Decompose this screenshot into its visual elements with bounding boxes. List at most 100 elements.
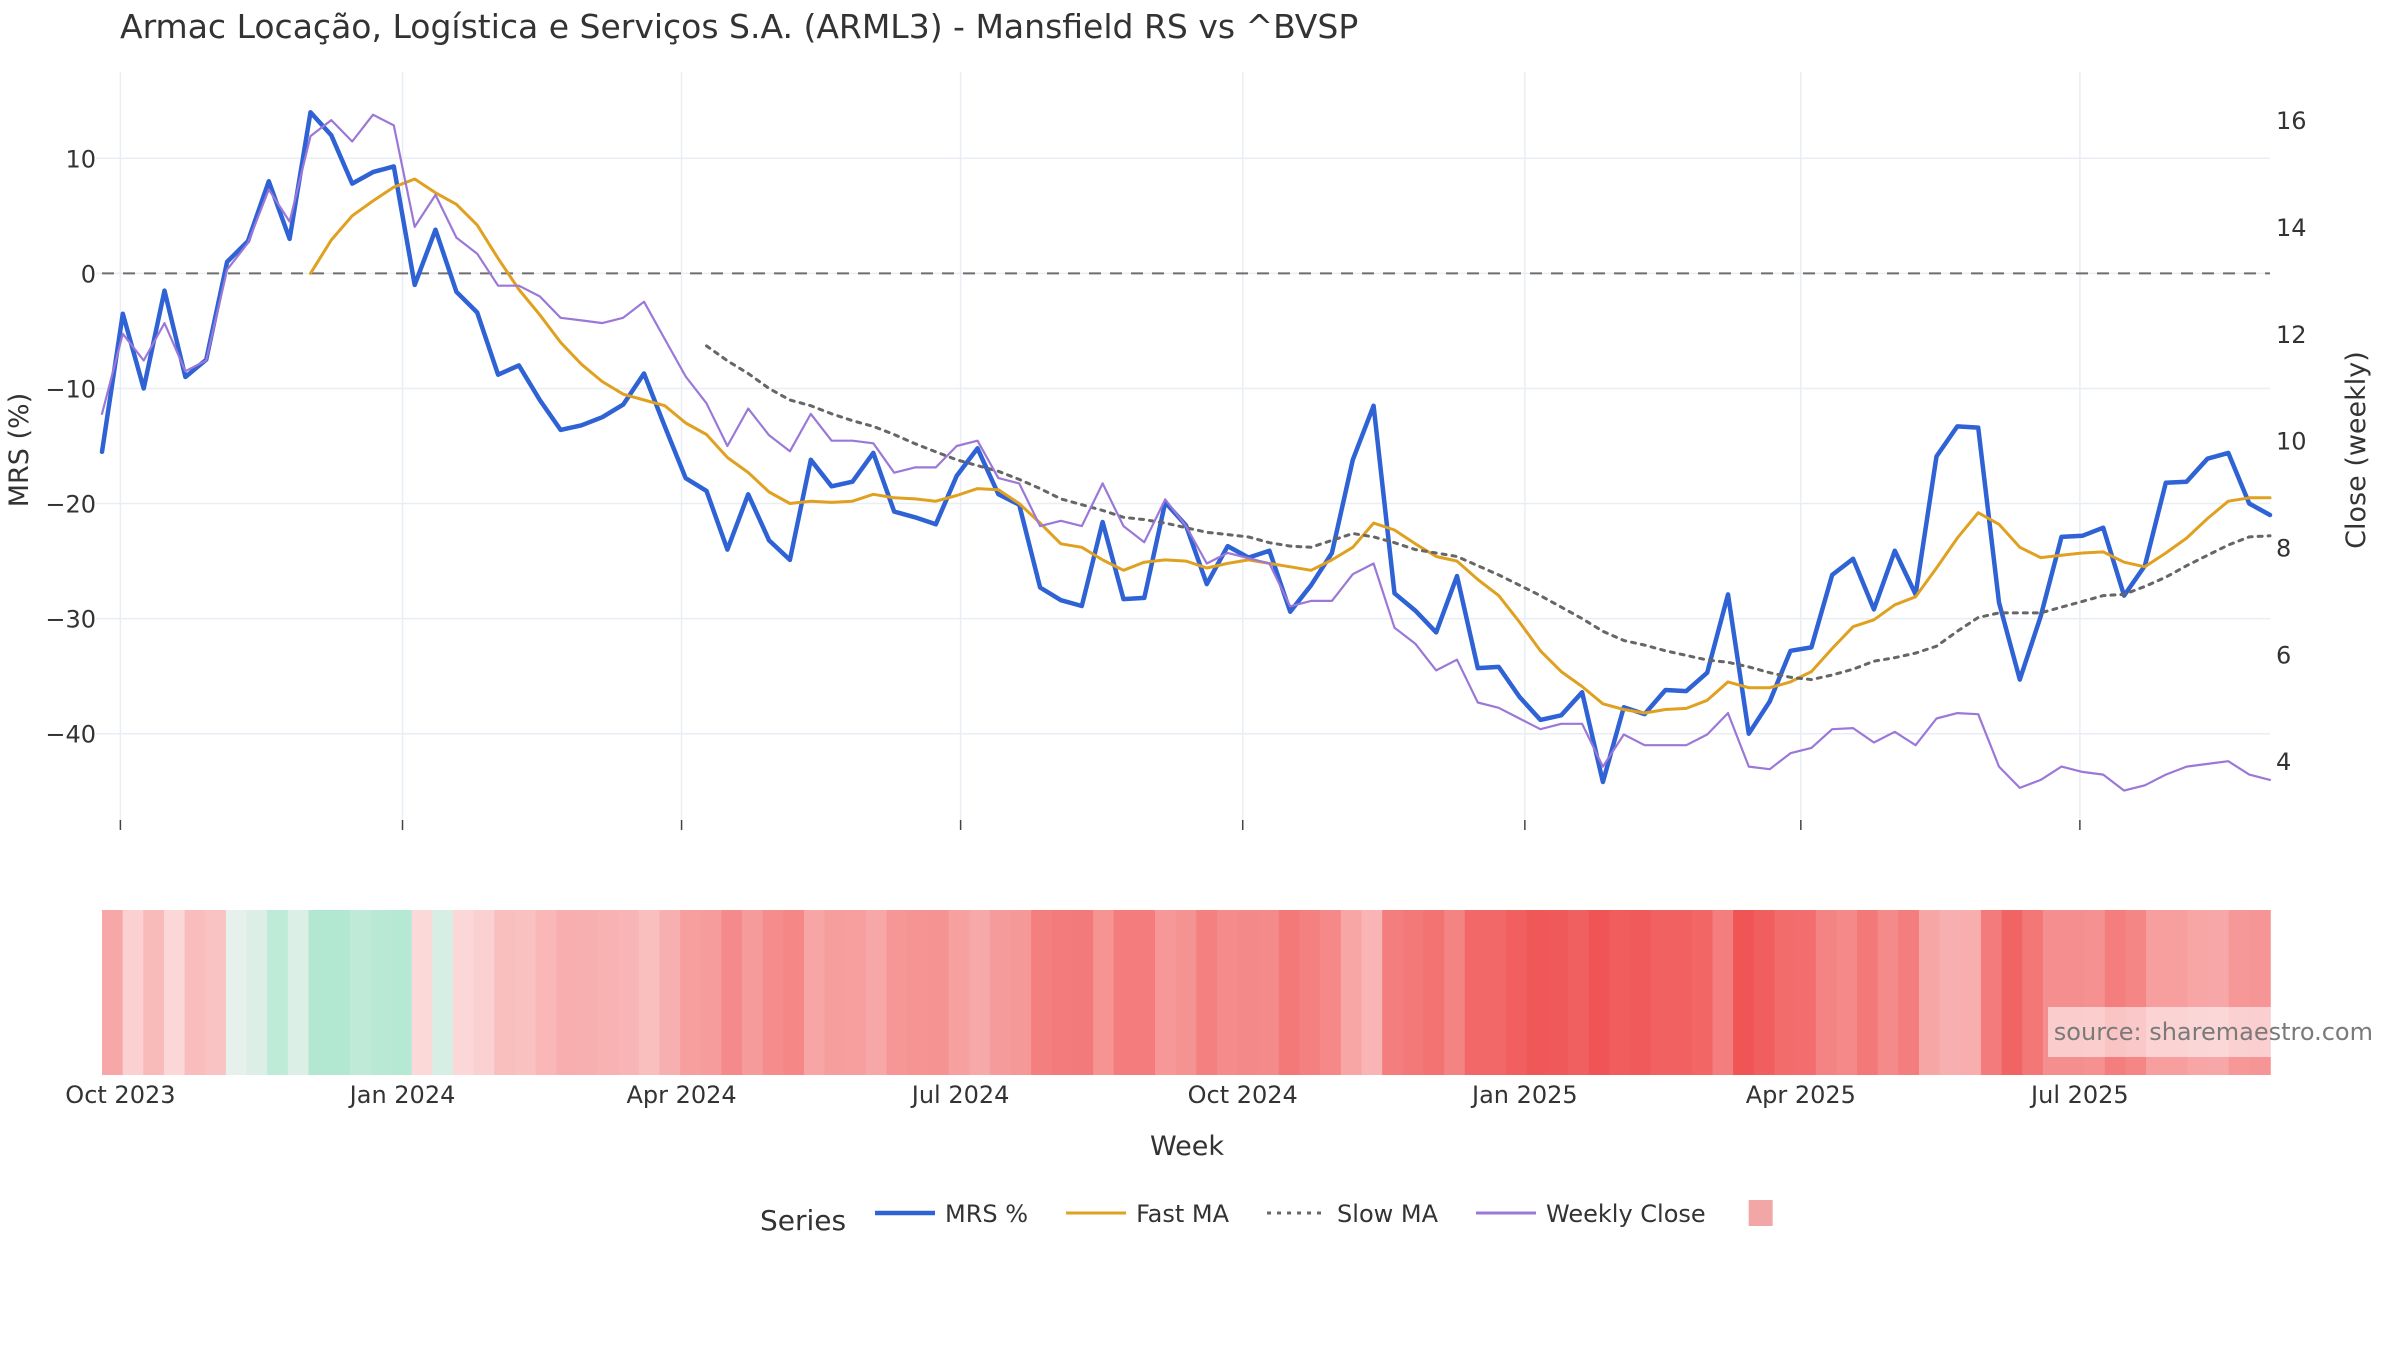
heat-cell — [1650, 910, 1673, 1075]
source-annotation: source: sharemaestro.com — [2048, 1007, 2378, 1057]
heat-cell — [1960, 910, 1982, 1075]
heat-cell — [1382, 910, 1404, 1075]
heat-cell — [2001, 910, 2024, 1075]
y-right-tick-label: 6 — [2276, 641, 2291, 669]
x-tick-label: Jan 2025 — [1470, 1081, 1578, 1109]
x-axis-label: Week — [1150, 1131, 1224, 1162]
heat-cell — [432, 910, 454, 1075]
heat-cell — [597, 910, 619, 1075]
y-right-tick-label: 16 — [2276, 107, 2307, 135]
heat-cell — [989, 910, 1012, 1075]
heat-cell — [1547, 910, 1569, 1075]
y-right-tick-label: 14 — [2276, 214, 2307, 242]
y-right-tick-label: 10 — [2276, 428, 2307, 456]
heat-cell — [494, 910, 516, 1075]
heat-cell — [1196, 910, 1218, 1075]
heat-cell — [246, 910, 268, 1075]
series-layer — [99, 110, 2273, 792]
heat-cell — [742, 910, 764, 1075]
heat-cell — [556, 910, 578, 1075]
heat-cell — [1093, 910, 1115, 1075]
heat-cell — [1733, 910, 1755, 1075]
heat-cell — [1051, 910, 1074, 1075]
heat-strip — [102, 910, 2271, 1075]
heat-cell — [473, 910, 496, 1075]
heat-cell — [1237, 910, 1260, 1075]
heat-cell — [143, 910, 165, 1075]
heat-cell — [907, 910, 929, 1075]
x-tick-label: Jul 2025 — [2029, 1081, 2129, 1109]
y-left-tick-label: −40 — [45, 721, 96, 749]
heat-cell — [102, 910, 124, 1075]
y-right-tick-label: 12 — [2276, 321, 2307, 349]
legend: Series MRS % Fast MA Slow MA Weekly Close — [760, 1200, 1773, 1237]
source-text: source: sharemaestro.com — [2054, 1018, 2373, 1046]
x-tick-label: Apr 2024 — [626, 1081, 736, 1109]
heat-cell — [1898, 910, 1920, 1075]
heat-cell — [783, 910, 805, 1075]
heat-cell — [225, 910, 248, 1075]
y-axis-left-label: MRS (%) — [4, 393, 35, 508]
heat-cell — [969, 910, 991, 1075]
heat-cell — [1795, 910, 1817, 1075]
legend-swatch-heat — [1748, 1200, 1773, 1226]
heat-cell — [1939, 910, 1962, 1075]
heat-cell — [535, 910, 558, 1075]
heat-cell — [886, 910, 909, 1075]
heat-cell — [865, 910, 888, 1075]
heat-cell — [370, 910, 392, 1075]
heat-cell — [2022, 910, 2044, 1075]
heat-cell — [1836, 910, 1858, 1075]
y-left-tick-label: 10 — [65, 145, 96, 173]
heat-cell — [349, 910, 372, 1075]
x-tick-label: Apr 2025 — [1746, 1081, 1856, 1109]
heat-cell — [576, 910, 599, 1075]
heat-cell — [1609, 910, 1631, 1075]
heat-cell — [1629, 910, 1652, 1075]
heat-cell — [1774, 910, 1796, 1075]
heat-cell — [1258, 910, 1280, 1075]
heat-cell — [391, 910, 413, 1075]
x-tick-label: Jan 2024 — [348, 1081, 456, 1109]
x-tick-label: Jul 2024 — [910, 1081, 1010, 1109]
heat-cell — [1485, 910, 1507, 1075]
heat-cell — [1155, 910, 1177, 1075]
chart-title: Armac Locação, Logística e Serviços S.A.… — [120, 7, 1358, 46]
x-tick-label: Oct 2023 — [65, 1081, 175, 1109]
series-line-fast-ma — [309, 177, 2272, 715]
heat-cell — [659, 910, 681, 1075]
heat-cell — [1216, 910, 1239, 1075]
legend-entry-label: Slow MA — [1337, 1200, 1439, 1228]
y-right-tick-label: 4 — [2276, 748, 2291, 776]
heat-cell — [308, 910, 330, 1075]
heat-cell — [1753, 910, 1776, 1075]
heat-cell — [163, 910, 186, 1075]
heat-cell — [1072, 910, 1094, 1075]
heat-cell — [1980, 910, 2003, 1075]
heat-cell — [1299, 910, 1322, 1075]
series-line-mrs — [99, 110, 2273, 785]
heat-cell — [804, 910, 826, 1075]
y-left-tick-label: −30 — [45, 606, 96, 634]
heat-cell — [1010, 910, 1032, 1075]
heat-cell — [1567, 910, 1590, 1075]
heat-cell — [927, 910, 950, 1075]
heat-cell — [287, 910, 310, 1075]
heat-cell — [1588, 910, 1611, 1075]
heat-cell — [453, 910, 475, 1075]
heat-cell — [1918, 910, 1941, 1075]
heat-cell — [721, 910, 743, 1075]
heat-cell — [700, 910, 723, 1075]
heat-cell — [1671, 910, 1693, 1075]
heat-cell — [1113, 910, 1136, 1075]
x-tick-label: Oct 2024 — [1188, 1081, 1298, 1109]
heat-cell — [824, 910, 847, 1075]
heat-cell — [1423, 910, 1445, 1075]
heat-cell — [1134, 910, 1156, 1075]
heat-cell — [1526, 910, 1549, 1075]
heat-cell — [1031, 910, 1053, 1075]
heat-cell — [1857, 910, 1879, 1075]
y-left-tick-label: 0 — [81, 260, 96, 288]
